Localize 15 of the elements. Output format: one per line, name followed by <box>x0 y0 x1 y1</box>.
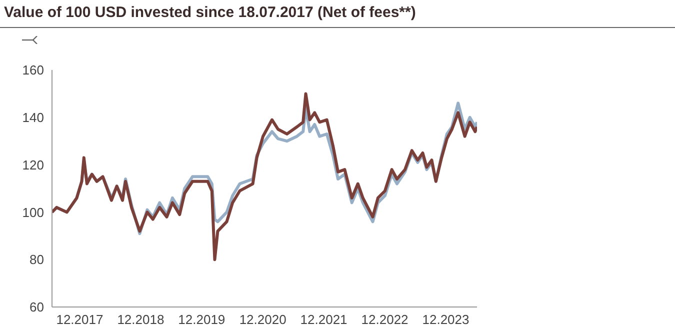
line-series <box>52 92 477 262</box>
x-tick-label: 12.2020 <box>239 312 286 328</box>
chart-title: Value of 100 USD invested since 18.07.2017 (Net of fees**) <box>4 4 416 21</box>
y-tick-label: 100 <box>22 204 44 220</box>
y-tick-label: 80 <box>30 252 44 268</box>
y-tick-label: 60 <box>30 300 44 315</box>
x-tick-label: 12.2021 <box>300 312 348 328</box>
y-tick-label: 160 <box>22 62 44 78</box>
y-tick-label: 120 <box>22 157 44 172</box>
x-tick-label: 12.2019 <box>178 312 226 328</box>
x-tick-label: 12.2018 <box>117 312 164 328</box>
x-tick-label: 12.2017 <box>56 312 104 328</box>
x-tick-label: 12.2023 <box>422 312 470 328</box>
y-tick-label: 140 <box>22 110 44 126</box>
x-tick-label: 12.2022 <box>361 312 408 328</box>
